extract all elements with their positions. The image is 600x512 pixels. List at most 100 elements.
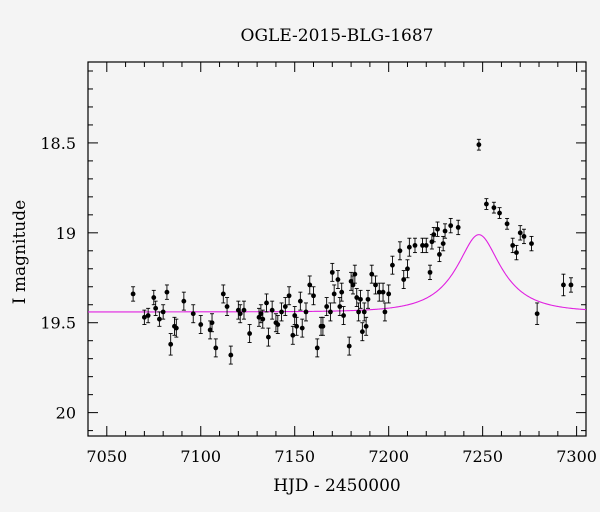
point-marker (173, 325, 179, 331)
data-point (314, 338, 320, 358)
point-marker (373, 282, 378, 288)
data-point (561, 273, 566, 297)
data-point (373, 275, 378, 295)
data-point (341, 306, 346, 325)
y-tick-labels: 18.5 19 19.5 20 (40, 134, 76, 423)
point-marker (282, 304, 288, 309)
x-tick-label: 7050 (86, 447, 127, 466)
point-marker (386, 291, 392, 297)
point-marker (328, 309, 333, 315)
data-point (337, 297, 343, 316)
data-point (504, 217, 510, 230)
point-marker (266, 334, 271, 340)
point-marker (297, 298, 303, 304)
data-point (303, 302, 309, 322)
point-marker (329, 269, 335, 275)
data-point (209, 313, 215, 333)
data-point (279, 302, 284, 322)
data-point (517, 225, 523, 241)
point-marker (339, 289, 345, 295)
point-marker (363, 323, 369, 329)
data-point (356, 302, 362, 322)
data-point (141, 309, 147, 325)
point-marker (335, 277, 341, 282)
data-point (382, 302, 388, 322)
data-point (160, 304, 166, 320)
point-marker (561, 282, 566, 288)
data-point (529, 235, 534, 252)
point-marker (412, 243, 418, 248)
point-marker (476, 142, 482, 148)
point-marker (376, 289, 382, 295)
point-marker (510, 243, 516, 248)
data-point (328, 302, 333, 322)
data-point (427, 264, 433, 281)
point-marker (247, 331, 253, 336)
point-marker (181, 298, 187, 304)
point-marker (207, 327, 213, 333)
data-point (358, 289, 363, 309)
data-point (237, 304, 243, 324)
data-point (491, 201, 497, 214)
point-marker (427, 269, 433, 275)
data-point (484, 198, 489, 210)
data-point (405, 259, 410, 279)
point-marker (359, 329, 365, 335)
data-point (514, 244, 519, 261)
point-marker (260, 316, 266, 322)
data-point (476, 138, 482, 151)
data-point (173, 318, 179, 338)
point-marker (264, 300, 269, 306)
data-points (130, 138, 574, 365)
point-marker (521, 234, 527, 239)
x-tick-labels: 7050 7100 7150 7200 7250 7300 (86, 447, 597, 466)
data-point (406, 237, 412, 257)
data-point (442, 223, 448, 239)
chart-title: OGLE-2015-BLG-1687 (241, 26, 434, 46)
data-point (431, 226, 437, 243)
data-point (348, 271, 354, 291)
data-point (153, 300, 159, 316)
point-marker (320, 323, 326, 329)
plot-frame (87, 61, 587, 437)
data-point (359, 322, 365, 342)
y-tick-label: 18.5 (40, 134, 76, 153)
point-marker (423, 243, 429, 248)
point-marker (504, 221, 510, 227)
point-marker (145, 313, 151, 318)
point-marker (358, 296, 363, 302)
data-point (435, 221, 440, 237)
model-curve (88, 234, 587, 313)
point-marker (241, 307, 247, 313)
data-point (352, 264, 358, 284)
point-marker (279, 309, 284, 315)
data-point (339, 282, 345, 302)
data-point (437, 246, 442, 263)
point-marker (157, 316, 162, 322)
point-marker (401, 277, 407, 282)
point-marker (190, 311, 196, 317)
data-point (448, 217, 454, 234)
point-marker (256, 314, 262, 320)
point-marker (382, 309, 388, 315)
data-point (164, 284, 170, 300)
data-point (168, 333, 174, 356)
data-point (380, 282, 386, 302)
data-point (420, 237, 425, 254)
axis-ticks (88, 62, 586, 436)
data-point (331, 284, 337, 304)
data-point (354, 288, 360, 307)
point-marker (455, 225, 461, 230)
data-point (497, 207, 502, 219)
data-point (290, 325, 296, 345)
point-marker (361, 309, 367, 315)
data-point (311, 286, 316, 306)
data-point (376, 282, 382, 302)
point-marker (442, 228, 448, 234)
data-point (151, 289, 157, 306)
data-point (130, 286, 136, 302)
data-point (294, 316, 299, 336)
point-marker (294, 323, 299, 329)
data-point (275, 315, 281, 334)
